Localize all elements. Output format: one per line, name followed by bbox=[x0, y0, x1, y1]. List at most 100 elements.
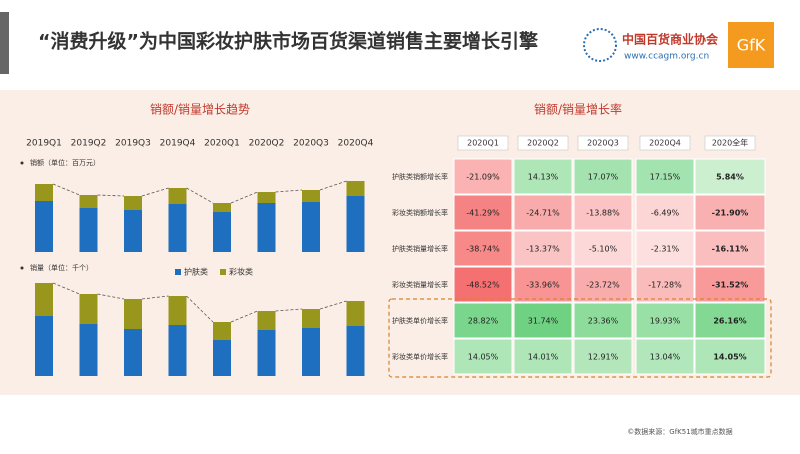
cell-value: 17.15% bbox=[650, 173, 681, 182]
cell-value: 26.16% bbox=[713, 317, 746, 326]
cell-value: -16.11% bbox=[712, 245, 749, 254]
heat-cell bbox=[573, 230, 633, 267]
cell-value: -5.10% bbox=[589, 245, 618, 254]
heat-cell bbox=[694, 158, 766, 195]
column-header: 2020全年 bbox=[712, 138, 748, 148]
column-header-cell bbox=[639, 135, 691, 151]
cell-value: 14.01% bbox=[528, 353, 559, 362]
cell-value: -31.52% bbox=[712, 281, 749, 290]
cell-value: -21.09% bbox=[466, 173, 500, 182]
bar bbox=[35, 201, 53, 252]
x-tick-label: 2020Q1 bbox=[204, 139, 240, 149]
bar bbox=[346, 301, 365, 326]
cell-value: 14.05% bbox=[713, 353, 746, 362]
logo-url: www.ccagm.org.cn bbox=[624, 52, 709, 62]
heat-cell bbox=[635, 158, 695, 195]
heat-cell bbox=[573, 158, 633, 195]
row-label: 护肤类单价增长率 bbox=[392, 316, 448, 325]
heat-cell bbox=[694, 338, 766, 375]
heat-cell bbox=[635, 230, 695, 267]
total-trend bbox=[275, 308, 303, 312]
heat-cell bbox=[694, 230, 766, 267]
heat-cell bbox=[453, 338, 513, 375]
title: “消费升级”为中国彩妆护肤市场百货渠道销售主要增长引擎 bbox=[38, 30, 538, 53]
cell-value: 23.36% bbox=[588, 317, 619, 326]
chart-title: 销量（单位：千个） bbox=[30, 263, 93, 272]
x-tick-label: 2019Q3 bbox=[115, 139, 151, 149]
heat-cell bbox=[694, 302, 766, 339]
cell-value: -23.72% bbox=[586, 281, 620, 290]
cell-value: -41.29% bbox=[466, 209, 500, 218]
bar bbox=[346, 196, 365, 252]
bar bbox=[302, 309, 320, 328]
cell-value: -48.52% bbox=[466, 281, 500, 290]
x-tick-label: 2019Q2 bbox=[71, 139, 107, 149]
legend-label: 护肤类 bbox=[184, 267, 208, 277]
legend-swatch bbox=[175, 269, 181, 275]
cell-value: -17.28% bbox=[648, 281, 682, 290]
bar bbox=[35, 316, 53, 376]
bar bbox=[257, 192, 276, 203]
heat-cell bbox=[573, 302, 633, 339]
highlight-box bbox=[388, 298, 772, 378]
total-trend bbox=[186, 187, 214, 204]
heat-cell bbox=[513, 266, 573, 303]
total-trend bbox=[97, 194, 125, 197]
cell-value: -38.74% bbox=[466, 245, 500, 254]
x-tick-label: 2020Q4 bbox=[338, 139, 374, 149]
heat-cell bbox=[513, 230, 573, 267]
row-label: 彩妆类单价增长率 bbox=[392, 352, 448, 361]
row-label: 彩妆类销额增长率 bbox=[392, 208, 448, 217]
heat-cell bbox=[453, 158, 513, 195]
bar bbox=[346, 181, 365, 196]
heat-cell bbox=[513, 194, 573, 231]
bar bbox=[168, 204, 187, 252]
row-label: 护肤类销量增长率 bbox=[392, 244, 448, 253]
column-header: 2020Q4 bbox=[649, 139, 681, 148]
bar bbox=[302, 328, 320, 376]
bar bbox=[79, 208, 98, 252]
cell-value: 14.05% bbox=[468, 353, 499, 362]
cell-value: -13.37% bbox=[526, 245, 560, 254]
chart-title: 销额（单位：百万元） bbox=[30, 158, 100, 167]
cell-value: 14.13% bbox=[528, 173, 559, 182]
total-trend bbox=[275, 189, 303, 193]
heat-cell bbox=[635, 194, 695, 231]
table-title: 销额/销量增长率 bbox=[534, 102, 622, 117]
cell-value: 19.93% bbox=[650, 317, 681, 326]
brand: GfK bbox=[737, 36, 766, 55]
total-trend bbox=[141, 295, 169, 300]
cell-value: -2.31% bbox=[651, 245, 680, 254]
column-header-cell bbox=[457, 135, 509, 151]
cell-value: -13.88% bbox=[586, 209, 620, 218]
heat-cell bbox=[635, 302, 695, 339]
logo-icon bbox=[583, 28, 617, 62]
column-header-cell bbox=[577, 135, 629, 151]
heat-cell bbox=[453, 230, 513, 267]
bar bbox=[124, 329, 142, 376]
total-trend bbox=[97, 293, 125, 300]
bar bbox=[168, 188, 187, 204]
heat-cell bbox=[513, 302, 573, 339]
title-dot bbox=[20, 161, 24, 165]
brand-box bbox=[728, 22, 774, 68]
row-label: 护肤类销额增长率 bbox=[392, 172, 448, 181]
bar bbox=[168, 296, 187, 325]
cell-value: -33.96% bbox=[526, 281, 560, 290]
title-dot bbox=[20, 266, 24, 270]
bar bbox=[257, 203, 276, 252]
bar bbox=[346, 326, 365, 376]
heat-cell bbox=[453, 266, 513, 303]
heat-cell bbox=[694, 194, 766, 231]
row-label: 彩妆类销量增长率 bbox=[392, 280, 448, 289]
x-tick-label: 2019Q1 bbox=[26, 139, 62, 149]
total-trend bbox=[186, 295, 214, 323]
bar bbox=[213, 322, 231, 340]
bar bbox=[124, 196, 142, 210]
column-header: 2020Q2 bbox=[527, 139, 559, 148]
x-tick-label: 2020Q3 bbox=[293, 139, 329, 149]
heat-cell bbox=[635, 338, 695, 375]
bar bbox=[79, 324, 98, 376]
cell-value: 28.82% bbox=[468, 317, 499, 326]
column-header-cell bbox=[517, 135, 569, 151]
